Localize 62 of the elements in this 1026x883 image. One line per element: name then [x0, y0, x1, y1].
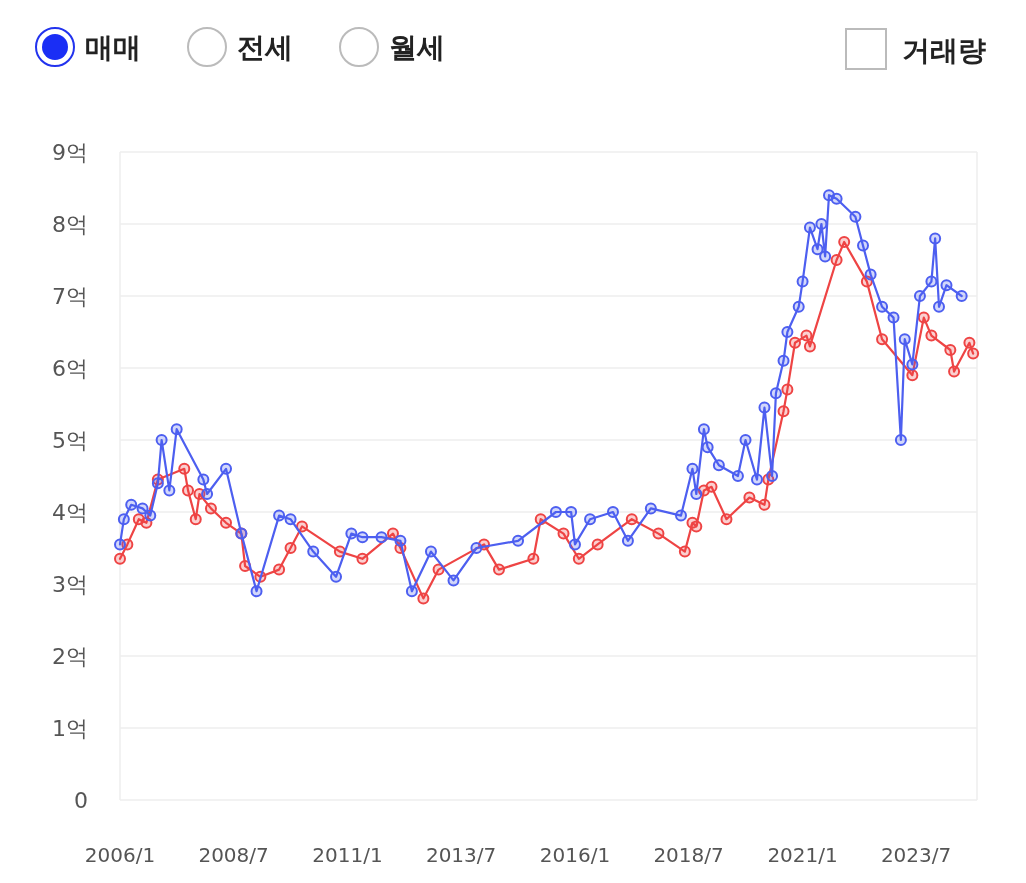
- point: [625, 513, 638, 526]
- x-tick-label: 2008/7: [198, 843, 269, 867]
- point: [906, 369, 919, 382]
- point: [678, 545, 691, 558]
- x-tick-label: 2016/1: [539, 843, 611, 867]
- point: [189, 513, 202, 526]
- x-tick-label: 2021/1: [767, 843, 838, 867]
- y-tick-label: 0: [74, 787, 88, 813]
- text: 거래량: [902, 34, 986, 67]
- point: [527, 552, 540, 565]
- point: [720, 513, 733, 526]
- point: [803, 340, 816, 353]
- point: [876, 333, 889, 346]
- text: 전세: [237, 31, 293, 64]
- point: [917, 311, 930, 324]
- point: [781, 383, 794, 396]
- point: [182, 484, 195, 497]
- point: [838, 236, 851, 248]
- x-tick-label: 2013/7: [425, 843, 497, 867]
- point: [386, 527, 399, 540]
- point: [114, 552, 126, 565]
- x-tick-label: 2023/7: [880, 843, 952, 867]
- point: [963, 336, 976, 349]
- y-tick-label: 1억: [52, 715, 88, 741]
- point: [743, 491, 756, 504]
- y-tick-label: 9억: [52, 139, 88, 165]
- text: 월세: [389, 31, 445, 64]
- y-tick-label: 4억: [52, 499, 88, 525]
- y-tick-label: 7억: [52, 283, 88, 309]
- point: [948, 365, 961, 378]
- point: [591, 538, 604, 551]
- point: [492, 563, 505, 576]
- point: [204, 502, 217, 515]
- y-tick-label: 6억: [52, 355, 88, 381]
- point: [356, 552, 369, 565]
- x-tick-label: 2011/1: [312, 843, 383, 867]
- x-tick-label: 2018/7: [653, 843, 724, 867]
- point: [800, 329, 813, 342]
- x-tick-label: 2006/1: [84, 843, 156, 867]
- y-tick-label: 5억: [52, 427, 88, 453]
- point: [652, 527, 665, 540]
- point: [284, 542, 297, 554]
- point: [557, 527, 570, 540]
- point: [220, 516, 233, 529]
- y-tick-label: 3억: [52, 571, 88, 597]
- point: [758, 498, 771, 511]
- point: [417, 592, 430, 605]
- text: 매매: [85, 31, 141, 64]
- point: [572, 552, 585, 565]
- y-tick-label: 2억: [52, 643, 88, 669]
- point: [830, 254, 843, 266]
- point: [777, 405, 790, 418]
- point: [925, 329, 938, 342]
- y-tick-label: 8억: [52, 211, 88, 237]
- point: [690, 520, 703, 533]
- point: [178, 462, 191, 475]
- point: [944, 344, 957, 356]
- point: [967, 347, 980, 360]
- point: [296, 520, 309, 533]
- point: [788, 336, 801, 349]
- point: [705, 480, 718, 493]
- point: [273, 563, 286, 576]
